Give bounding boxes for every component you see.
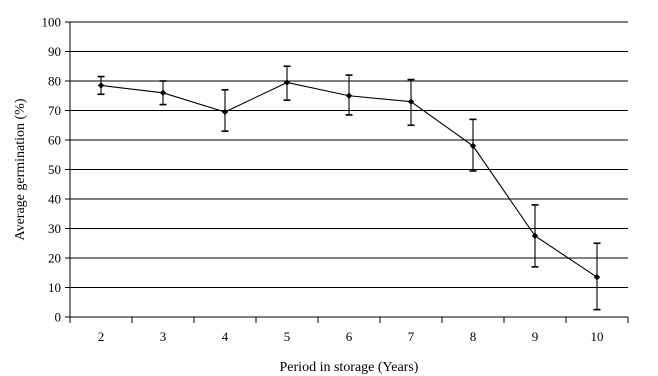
x-tick-labels: 2 3 4 5 6 7 8 9 10 <box>98 329 604 344</box>
x-tick-label: 9 <box>532 329 539 344</box>
y-tick-labels: 0 10 20 30 40 50 60 70 80 90 100 <box>42 15 62 325</box>
y-tick-label: 80 <box>48 74 61 89</box>
y-tick-label: 10 <box>48 280 61 295</box>
data-point <box>159 89 167 96</box>
x-tick-label: 2 <box>98 329 105 344</box>
data-point <box>531 232 539 240</box>
y-tick-label: 90 <box>48 44 61 59</box>
x-tick-label: 10 <box>591 329 604 344</box>
series-germination <box>97 65 601 311</box>
data-point <box>97 82 105 89</box>
x-axis-title: Period in storage (Years) <box>280 360 419 375</box>
y-tick-label: 100 <box>42 15 62 30</box>
data-point <box>407 98 415 105</box>
data-point <box>221 108 229 116</box>
y-tick-label: 30 <box>48 221 61 236</box>
y-tick-label: 40 <box>48 192 61 207</box>
x-tick-label: 7 <box>408 329 415 344</box>
data-point <box>469 142 477 150</box>
x-tick-label: 8 <box>470 329 477 344</box>
axes <box>65 21 629 323</box>
y-tick-label: 60 <box>48 133 61 148</box>
data-point <box>593 273 601 281</box>
y-tick-label: 0 <box>55 310 62 325</box>
y-tick-label: 70 <box>48 103 61 118</box>
data-point <box>345 92 353 99</box>
y-axis-title: Average germination (%) <box>13 98 28 240</box>
x-tick-label: 5 <box>284 329 291 344</box>
x-tick-label: 3 <box>160 329 167 344</box>
gridlines <box>70 21 628 288</box>
y-tick-label: 50 <box>48 162 61 177</box>
y-tick-label: 20 <box>48 251 61 266</box>
x-tick-label: 6 <box>346 329 353 344</box>
data-point <box>283 79 291 86</box>
x-tick-label: 4 <box>222 329 229 344</box>
